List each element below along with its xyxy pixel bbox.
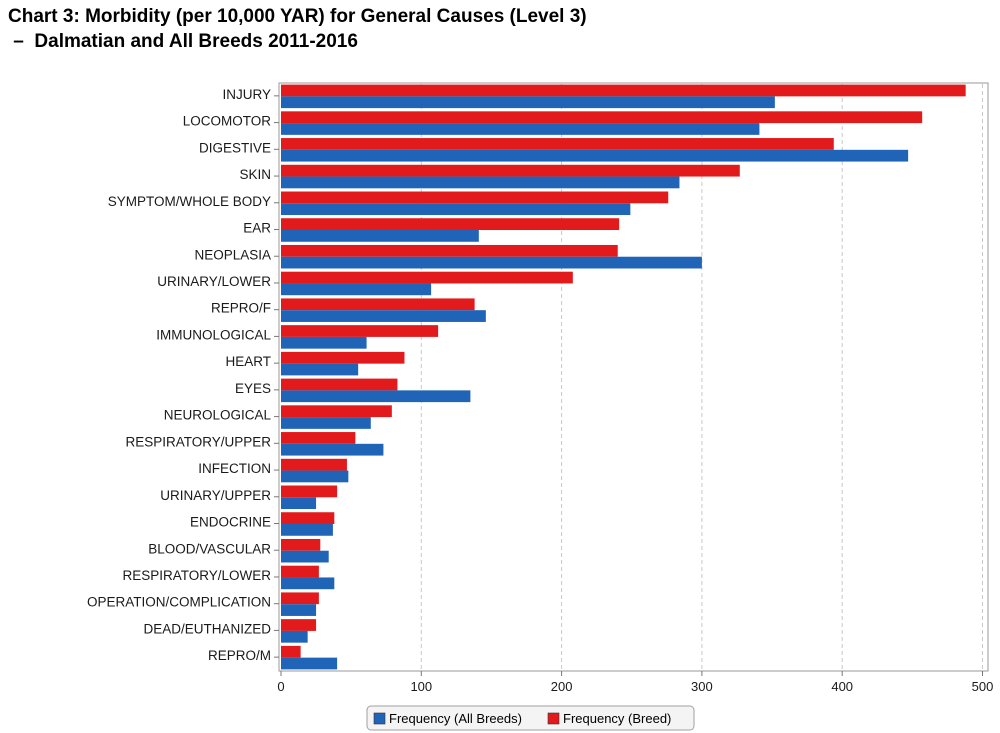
bar-breed-blood-vascular xyxy=(281,538,321,551)
category-label-symptom-whole-body: SYMPTOM/WHOLE BODY xyxy=(108,194,271,209)
bar-breed-operation-complication xyxy=(281,592,319,605)
bar-all-breeds-blood-vascular xyxy=(281,550,329,563)
category-label-endocrine: ENDOCRINE xyxy=(190,515,271,530)
bar-all-breeds-dead-euthanized xyxy=(281,630,308,643)
bar-breed-heart xyxy=(281,351,405,364)
bar-breed-injury xyxy=(281,84,966,97)
bar-all-breeds-urinary-lower xyxy=(281,283,432,296)
chart-title: Chart 3: Morbidity (per 10,000 YAR) for … xyxy=(8,4,988,58)
bar-breed-eyes xyxy=(281,378,398,391)
legend-swatch-all-breeds xyxy=(373,712,386,725)
bar-all-breeds-respiratory-lower xyxy=(281,577,335,590)
bar-all-breeds-heart xyxy=(281,363,359,376)
x-tick-label-200: 200 xyxy=(551,679,573,694)
chart-title-line-2: – Dalmatian and All Breeds 2011-2016 xyxy=(8,31,358,52)
bar-all-breeds-operation-complication xyxy=(281,604,317,616)
bar-breed-skin xyxy=(281,164,740,177)
x-tick-label-500: 500 xyxy=(972,679,994,694)
bar-all-breeds-symptom-whole-body xyxy=(281,203,631,216)
category-label-dead-euthanized: DEAD/EUTHANIZED xyxy=(143,621,271,636)
bar-breed-endocrine xyxy=(281,512,335,524)
bar-breed-infection xyxy=(281,458,347,471)
x-tick-label-400: 400 xyxy=(831,679,853,694)
x-tick-label-0: 0 xyxy=(277,679,284,694)
bar-all-breeds-injury xyxy=(281,96,775,109)
bar-breed-dead-euthanized xyxy=(281,619,317,631)
legend-label-breed: Frequency (Breed) xyxy=(563,711,671,726)
x-tick-label-100: 100 xyxy=(410,679,432,694)
bar-breed-locomotor xyxy=(281,111,923,124)
bar-all-breeds-endocrine xyxy=(281,524,333,536)
category-label-urinary-upper: URINARY/UPPER xyxy=(160,488,271,503)
category-label-immunological: IMMUNOLOGICAL xyxy=(156,327,271,342)
category-label-repro-f: REPRO/F xyxy=(211,301,271,316)
bar-all-breeds-digestive xyxy=(281,149,909,162)
x-tick-label-300: 300 xyxy=(691,679,713,694)
category-label-neoplasia: NEOPLASIA xyxy=(194,247,271,262)
legend-label-all-breeds: Frequency (All Breeds) xyxy=(389,711,522,726)
category-label-neurological: NEUROLOGICAL xyxy=(164,408,272,423)
bar-breed-ear xyxy=(281,218,620,230)
category-label-blood-vascular: BLOOD/VASCULAR xyxy=(148,541,271,556)
bar-all-breeds-urinary-upper xyxy=(281,497,317,510)
bar-breed-digestive xyxy=(281,138,834,150)
chart-title-line-1: Chart 3: Morbidity (per 10,000 YAR) for … xyxy=(8,6,587,27)
category-label-eyes: EYES xyxy=(235,381,271,396)
category-label-injury: INJURY xyxy=(222,87,271,102)
bar-all-breeds-immunological xyxy=(281,336,367,349)
bar-all-breeds-neoplasia xyxy=(281,256,702,269)
category-label-urinary-lower: URINARY/LOWER xyxy=(157,274,271,289)
bar-breed-neurological xyxy=(281,405,392,418)
category-label-repro-m: REPRO/M xyxy=(208,648,271,663)
bar-breed-urinary-lower xyxy=(281,271,573,284)
bar-breed-respiratory-lower xyxy=(281,565,319,578)
category-label-locomotor: LOCOMOTOR xyxy=(183,114,272,129)
category-label-digestive: DIGESTIVE xyxy=(199,140,271,155)
bar-all-breeds-eyes xyxy=(281,390,471,403)
bar-all-breeds-infection xyxy=(281,470,349,483)
category-label-respiratory-upper: RESPIRATORY/UPPER xyxy=(125,434,271,449)
bar-all-breeds-locomotor xyxy=(281,123,760,135)
bar-all-breeds-respiratory-upper xyxy=(281,443,384,456)
bar-all-breeds-repro-m xyxy=(281,657,338,670)
legend-swatch-breed xyxy=(547,712,560,725)
bar-breed-urinary-upper xyxy=(281,485,338,498)
bar-all-breeds-skin xyxy=(281,176,680,189)
bar-breed-repro-m xyxy=(281,645,301,658)
category-label-heart: HEART xyxy=(225,354,271,369)
category-label-respiratory-lower: RESPIRATORY/LOWER xyxy=(122,568,271,583)
bar-breed-immunological xyxy=(281,325,439,337)
category-label-operation-complication: OPERATION/COMPLICATION xyxy=(87,595,271,610)
legend xyxy=(366,705,695,731)
category-label-infection: INFECTION xyxy=(198,461,271,476)
bar-breed-neoplasia xyxy=(281,244,618,257)
bar-all-breeds-repro-f xyxy=(281,310,486,322)
bar-breed-repro-f xyxy=(281,298,475,311)
category-label-ear: EAR xyxy=(243,221,271,236)
bar-all-breeds-ear xyxy=(281,230,479,242)
category-label-skin: SKIN xyxy=(239,167,271,182)
bar-breed-respiratory-upper xyxy=(281,432,356,444)
bar-all-breeds-neurological xyxy=(281,417,371,429)
bar-breed-symptom-whole-body xyxy=(281,191,669,204)
